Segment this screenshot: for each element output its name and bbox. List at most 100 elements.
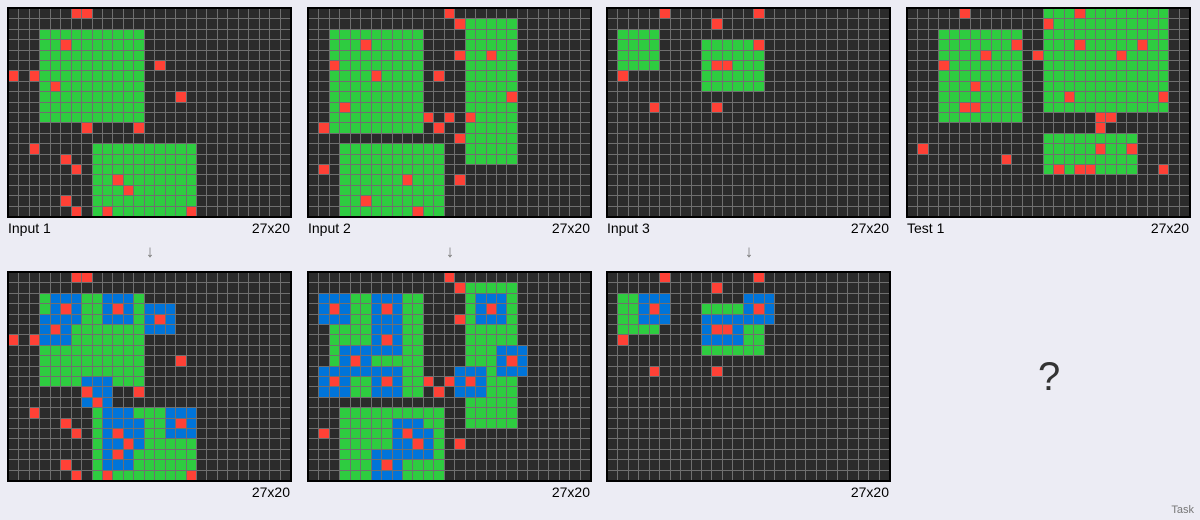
grid-cell <box>19 397 29 408</box>
grid-cell <box>722 460 733 470</box>
grid-cell <box>319 9 329 19</box>
grid-cell <box>103 273 113 283</box>
grid-cell <box>764 345 775 356</box>
grid-cell <box>970 206 981 216</box>
grid-cell <box>465 102 476 112</box>
grid-cell <box>497 366 507 376</box>
grid-cell <box>197 324 207 335</box>
grid-cell <box>1096 102 1106 112</box>
grid-cell <box>1002 185 1012 196</box>
grid-cell <box>350 439 361 449</box>
grid-cell <box>775 428 785 439</box>
grid-cell <box>238 81 249 92</box>
grid-cell <box>639 449 649 460</box>
grid-cell <box>743 345 754 356</box>
grid-cell <box>280 293 290 304</box>
grid-cell <box>754 50 764 60</box>
grid-cell <box>434 470 444 480</box>
grid-cell <box>280 71 290 81</box>
grid-cell <box>570 40 580 50</box>
grid-cell <box>981 40 991 50</box>
grid-cell <box>92 470 102 480</box>
grid-cell <box>743 283 754 293</box>
grid-cell <box>928 185 939 196</box>
grid-cell <box>40 293 50 304</box>
grid-cell <box>528 345 538 356</box>
grid-cell <box>465 387 476 397</box>
grid-cell <box>507 470 517 480</box>
grid-cell <box>144 175 155 185</box>
grid-cell <box>580 102 590 112</box>
grid-cell <box>517 19 528 29</box>
grid-cell <box>455 449 465 460</box>
grid-cell <box>702 397 712 408</box>
grid-cell <box>280 324 290 335</box>
grid-cell <box>816 185 827 196</box>
grid-cell <box>733 470 743 480</box>
grid-cell <box>434 439 444 449</box>
grid-cell <box>628 40 639 50</box>
grid-cell <box>165 366 176 376</box>
grid-cell <box>507 19 517 29</box>
grid-cell <box>796 164 806 175</box>
grid-cell <box>238 154 249 164</box>
grid-cell <box>528 81 538 92</box>
grid-cell <box>134 397 144 408</box>
grid-cell <box>848 50 858 60</box>
grid-cell <box>361 366 371 376</box>
grid-cell <box>29 144 40 154</box>
grid-output-2 <box>307 271 592 482</box>
grid-cell <box>92 92 102 102</box>
grid-cell <box>61 273 71 283</box>
grid-cell <box>155 418 165 428</box>
grid-cell <box>113 376 123 387</box>
grid-cell <box>1137 144 1148 154</box>
grid-cell <box>238 283 249 293</box>
grid-cell <box>559 428 570 439</box>
grid-cell <box>649 112 660 123</box>
grid-cell <box>639 206 649 216</box>
grid-cell <box>238 60 249 71</box>
grid-cell <box>1148 102 1158 112</box>
grid-cell <box>259 439 270 449</box>
grid-cell <box>681 175 691 185</box>
grid-cell <box>670 133 681 144</box>
grid-cell <box>908 164 918 175</box>
grid-cell <box>92 408 102 418</box>
grid-cell <box>754 345 764 356</box>
grid-cell <box>580 40 590 50</box>
grid-cell <box>113 418 123 428</box>
grid-cell <box>528 366 538 376</box>
grid-cell <box>486 356 496 366</box>
grid-cell <box>392 29 402 40</box>
grid-cell <box>806 449 816 460</box>
grid-cell <box>775 185 785 196</box>
grid-cell <box>785 164 795 175</box>
grid-cell <box>29 345 40 356</box>
grid-cell <box>827 185 837 196</box>
grid-cell <box>259 144 270 154</box>
grid-cell <box>340 428 350 439</box>
grid-cell <box>270 408 280 418</box>
grid-cell <box>465 71 476 81</box>
grid-cell <box>82 345 92 356</box>
grid-cell <box>155 164 165 175</box>
grid-cell <box>528 428 538 439</box>
grid-cell <box>528 408 538 418</box>
grid-cell <box>403 50 413 60</box>
grid-cell <box>207 273 217 283</box>
grid-cell <box>528 324 538 335</box>
grid-cell <box>608 460 618 470</box>
grid-cell <box>423 428 434 439</box>
grid-cell <box>280 304 290 314</box>
grid-cell <box>949 164 960 175</box>
grid-cell <box>371 71 382 81</box>
grid-cell <box>1179 196 1189 206</box>
grid-cell <box>549 397 559 408</box>
grid-cell <box>722 366 733 376</box>
grid-cell <box>702 206 712 216</box>
grid-cell <box>319 19 329 29</box>
grid-cell <box>207 397 217 408</box>
grid-cell <box>270 335 280 345</box>
grid-cell <box>29 196 40 206</box>
